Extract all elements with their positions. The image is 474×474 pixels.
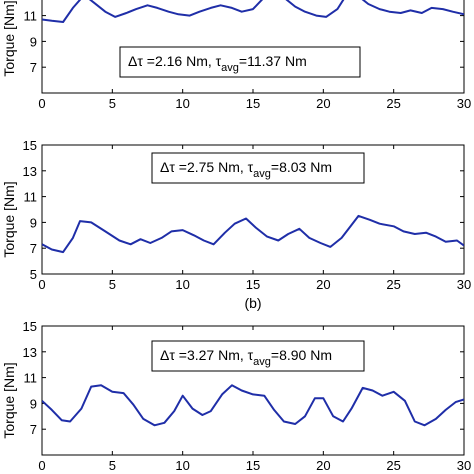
y-tick-label: 9 [30, 34, 37, 49]
annotation-delta: Δτ =3.27 Nm, τ [160, 347, 254, 363]
x-tick-label: 10 [175, 96, 189, 111]
x-tick-label: 5 [109, 96, 116, 111]
annotation-avg-value: =8.03 Nm [271, 159, 332, 175]
x-tick-label: 5 [109, 458, 116, 473]
x-tick-label: 15 [246, 277, 260, 292]
y-tick-label: 15 [23, 138, 37, 153]
y-tick-label: 11 [24, 190, 38, 205]
x-tick-label: 25 [386, 96, 400, 111]
y-tick-label: 7 [30, 60, 37, 75]
x-tick-label: 5 [109, 277, 116, 292]
y-tick-label: 13 [23, 164, 37, 179]
annotation-avg-value: =11.37 Nm [239, 53, 307, 69]
annotation-delta: Δτ =2.16 Nm, τ [128, 53, 222, 69]
x-tick-label: 25 [386, 277, 400, 292]
x-tick-label: 10 [175, 277, 189, 292]
y-tick-label: 11 [24, 371, 38, 386]
torque-series-line [42, 0, 464, 23]
annotation-box [119, 46, 361, 78]
x-tick-label: 30 [457, 277, 471, 292]
x-tick-label: 10 [175, 458, 189, 473]
x-tick-label: 30 [457, 458, 471, 473]
chart-panel-c: 0 5 10 15 20 25 30 7 9 11 13 15 Torque [Nm] Δτ =3.27 … [1, 319, 471, 473]
x-tick-label: 30 [457, 96, 471, 111]
annotation-text: Δτ =2.75 Nm, τavg=8.03 Nm [160, 159, 332, 180]
y-axis-label: Torque [Nm] [1, 181, 17, 257]
x-tick-label: 20 [316, 277, 330, 292]
y-tick-label: 11 [24, 9, 38, 24]
annotation-box [151, 340, 365, 372]
x-tick-label: 25 [386, 458, 400, 473]
annotation-avg-subscript: avg [253, 168, 271, 180]
annotation-delta: Δτ =2.75 Nm, τ [160, 159, 254, 175]
torque-series-line [42, 214, 464, 254]
panel-caption: (b) [244, 295, 261, 311]
y-axis-label: Torque [Nm] [1, 362, 17, 438]
annotation-avg-subscript: avg [253, 356, 271, 368]
x-tick-label: 0 [38, 96, 45, 111]
annotation-text: Δτ =2.16 Nm, τavg=11.37 Nm [128, 53, 307, 74]
x-tick-label: 20 [316, 96, 330, 111]
annotation-text: Δτ =3.27 Nm, τavg=8.90 Nm [160, 347, 332, 368]
y-tick-label: 7 [30, 422, 37, 437]
annotation-avg-subscript: avg [221, 62, 239, 74]
x-tick-label: 0 [38, 277, 45, 292]
y-tick-label: 13 [23, 345, 37, 360]
x-tick-label: 0 [38, 458, 45, 473]
y-tick-label: 5 [30, 267, 37, 282]
y-tick-label: 9 [30, 396, 37, 411]
y-tick-label: 9 [30, 215, 37, 230]
annotation-avg-value: =8.90 Nm [271, 347, 332, 363]
torque-series-line [42, 384, 464, 427]
y-tick-label: 15 [23, 319, 37, 334]
y-tick-label: 7 [30, 241, 37, 256]
x-tick-label: 15 [246, 458, 260, 473]
chart-panel-a: 0 5 10 15 20 25 30 7 9 11 Torque [Nm] Δτ =2.16 Nm, … [1, 0, 471, 111]
y-axis-label: Torque [Nm] [1, 0, 17, 76]
annotation-box [151, 152, 365, 184]
x-tick-label: 15 [246, 96, 260, 111]
x-tick-label: 20 [316, 458, 330, 473]
